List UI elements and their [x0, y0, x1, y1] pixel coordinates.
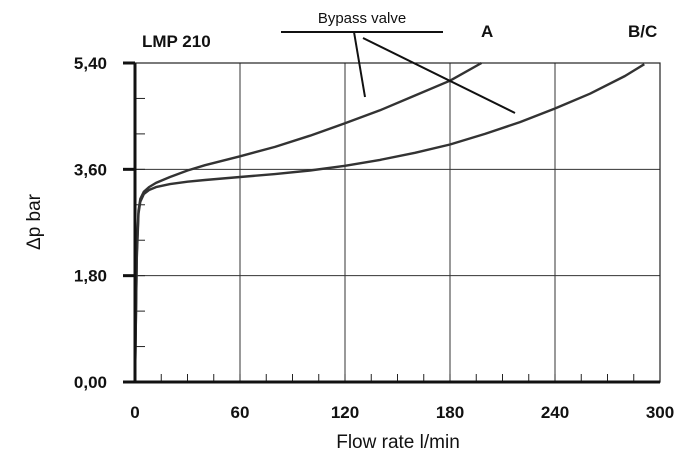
grid	[135, 63, 660, 382]
x-tick-label-4: 240	[541, 403, 569, 422]
x-tick-label-1: 60	[231, 403, 250, 422]
x-tick-label-3: 180	[436, 403, 464, 422]
x-tick-label-5: 300	[646, 403, 674, 422]
y-tick-label-1: 1,80	[74, 267, 107, 286]
plot-frame	[134, 62, 661, 383]
x-tick-label-0: 0	[130, 403, 139, 422]
x-axis-title: Flow rate l/min	[336, 432, 460, 453]
bypass-valve-label: Bypass valve	[318, 10, 406, 27]
x-tick-label-2: 120	[331, 403, 359, 422]
axes	[123, 61, 660, 384]
y-axis-title: Δp bar	[24, 193, 45, 250]
series-line-bc	[133, 63, 645, 383]
y-tick-label-3: 5,40	[74, 54, 107, 73]
series-line-a	[133, 61, 483, 383]
series-label-a: A	[481, 22, 493, 41]
series-label-bc: B/C	[628, 22, 657, 41]
tick-labels: 0 60 120 180 240 300 0,00 1,80 3,60 5,40	[74, 54, 674, 422]
minor-ticks	[135, 97, 635, 382]
chart-title: LMP 210	[142, 32, 211, 51]
bypass-valve-leader-a	[353, 31, 366, 98]
curves	[133, 61, 645, 383]
bypass-valve-leader-bc	[362, 37, 516, 114]
y-tick-label-0: 0,00	[74, 373, 107, 392]
y-tick-label-2: 3,60	[74, 160, 107, 179]
